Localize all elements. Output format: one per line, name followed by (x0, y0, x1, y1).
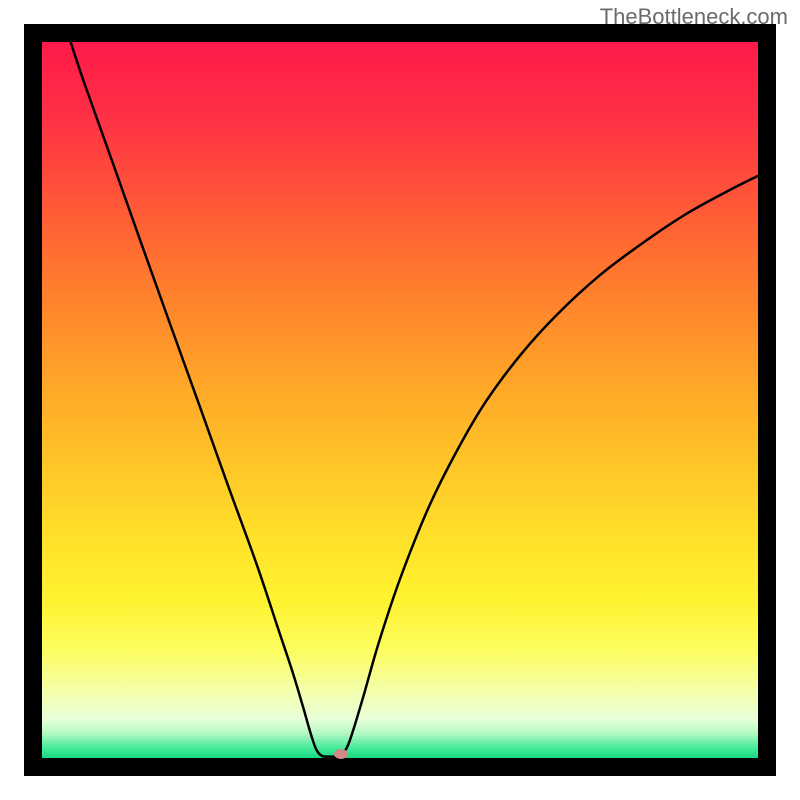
chart-minimum-marker (334, 749, 348, 759)
chart-frame (24, 24, 776, 776)
watermark-text: TheBottleneck.com (600, 4, 788, 30)
chart-curve (42, 42, 758, 758)
chart-plot-area (42, 42, 758, 758)
